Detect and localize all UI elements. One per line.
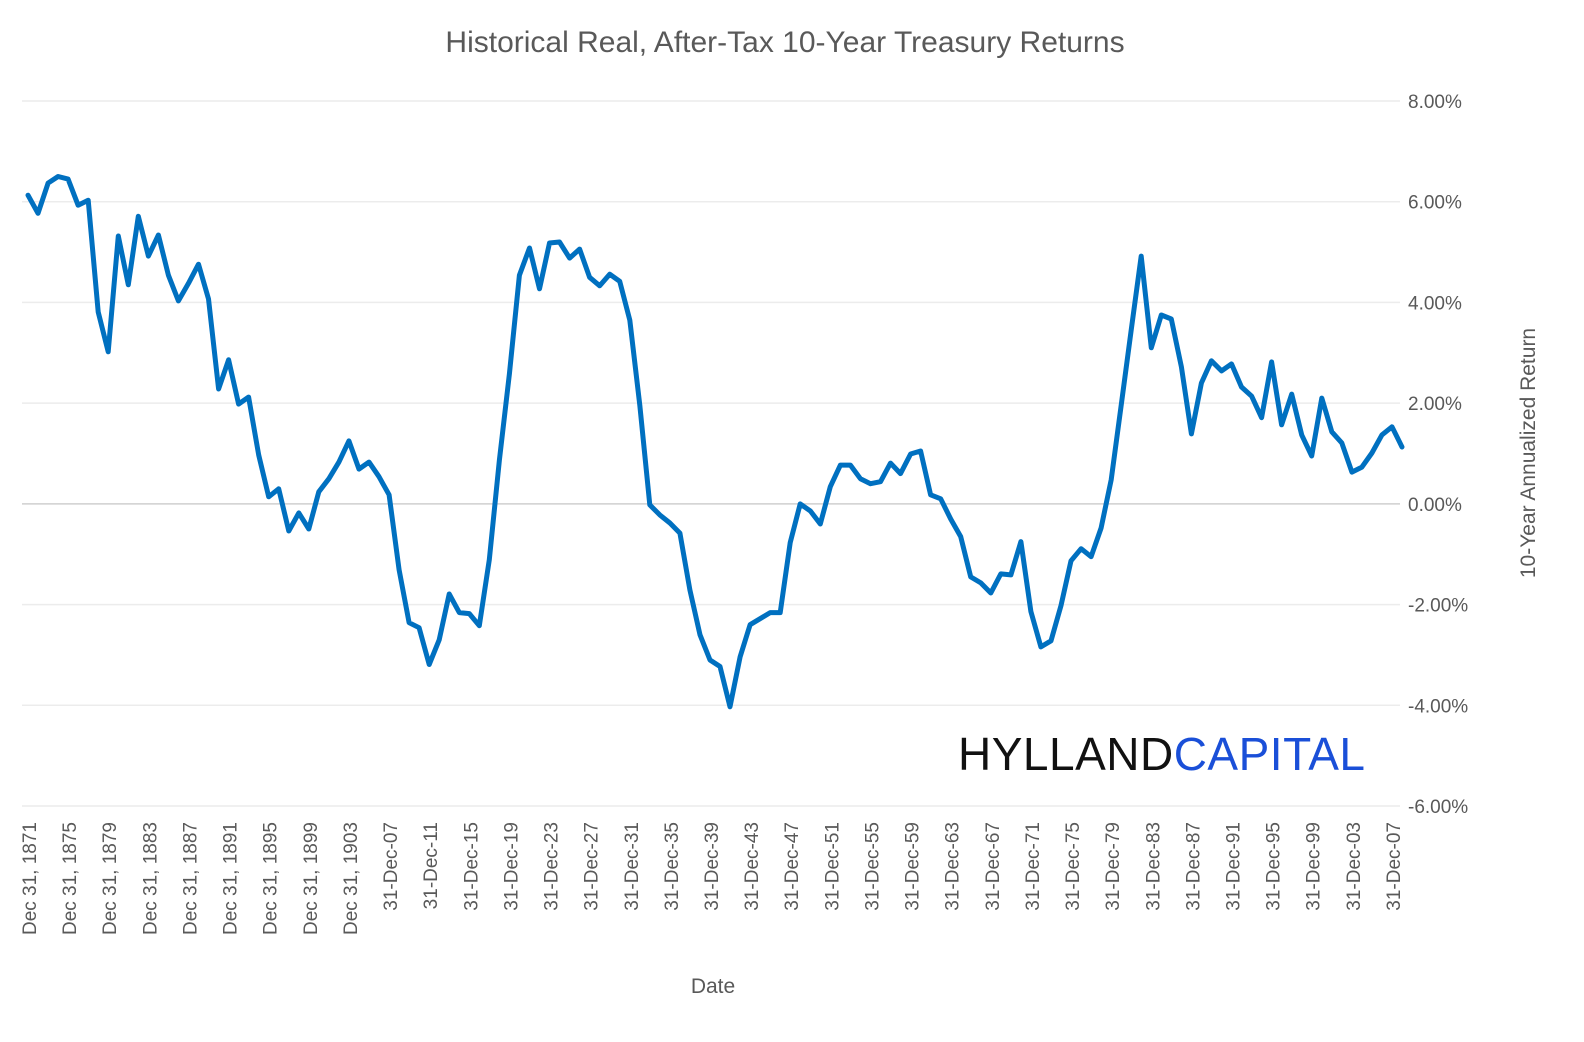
x-tick-label: 31-Dec-63: [943, 822, 964, 911]
x-tick-label: 31-Dec-27: [582, 822, 603, 911]
x-tick-label: Dec 31, 1879: [100, 822, 121, 935]
x-tick-label: 31-Dec-99: [1304, 822, 1325, 911]
x-tick-label: 31-Dec-19: [501, 822, 522, 911]
x-tick-label: 31-Dec-75: [1063, 822, 1084, 911]
x-tick-label: Dec 31, 1883: [140, 822, 161, 935]
y-tick-label: 8.00%: [1408, 92, 1462, 113]
x-tick-label: 31-Dec-23: [542, 822, 563, 911]
y-tick-label: 0.00%: [1408, 495, 1462, 516]
x-tick-label: 31-Dec-87: [1183, 822, 1204, 911]
x-tick-label: 31-Dec-35: [662, 822, 683, 911]
x-tick-label: 31-Dec-03: [1344, 822, 1365, 911]
brand: HYLLAND: [958, 728, 1174, 780]
x-tick-label: 31-Dec-95: [1264, 822, 1285, 911]
y-tick-label: -6.00%: [1408, 797, 1468, 818]
x-tick-label: 31-Dec-91: [1224, 822, 1245, 911]
x-tick-label: 31-Dec-07: [1384, 822, 1405, 911]
x-tick-label: Dec 31, 1887: [180, 822, 201, 935]
x-tick-label: 31-Dec-79: [1103, 822, 1124, 911]
x-tick-label: Dec 31, 1875: [60, 822, 81, 935]
x-tick-label: 31-Dec-39: [702, 822, 723, 911]
x-tick-label: 31-Dec-55: [862, 822, 883, 911]
y-tick-label: -2.00%: [1408, 596, 1468, 617]
x-tick-label: 31-Dec-71: [1023, 822, 1044, 911]
x-tick-label: 31-Dec-15: [461, 822, 482, 911]
x-tick-label: Dec 31, 1899: [301, 822, 322, 935]
x-tick-label: 31-Dec-83: [1143, 822, 1164, 911]
x-tick-label: 31-Dec-11: [421, 822, 442, 909]
x-tick-label: 31-Dec-51: [822, 822, 843, 911]
chart-title: Historical Real, After-Tax 10-Year Treas…: [445, 26, 1124, 59]
x-tick-label: Dec 31, 1903: [341, 822, 362, 935]
y-tick-label: 6.00%: [1408, 193, 1462, 214]
y-tick-label: 4.00%: [1408, 293, 1462, 314]
x-tick-label: 31-Dec-43: [742, 822, 763, 911]
brand-accent: CAPITAL: [1174, 728, 1366, 780]
x-tick-label: 31-Dec-59: [903, 822, 924, 911]
x-axis-title: Date: [691, 975, 735, 998]
watermark: HYLLANDCAPITAL: [958, 728, 1366, 780]
data-line: [25, 174, 1405, 710]
x-tick-label: Dec 31, 1891: [221, 822, 242, 935]
x-tick-label: 31-Dec-31: [622, 822, 643, 911]
x-tick-label: 31-Dec-47: [782, 822, 803, 911]
y-axis-title: 10-Year Annualized Return: [1517, 328, 1540, 578]
x-tick-label: Dec 31, 1871: [20, 822, 41, 935]
x-tick-label: 31-Dec-67: [983, 822, 1004, 911]
x-tick-label: Dec 31, 1895: [261, 822, 282, 935]
y-tick-label: -4.00%: [1408, 696, 1468, 717]
y-tick-label: 2.00%: [1408, 394, 1462, 415]
x-tick-label: 31-Dec-07: [381, 822, 402, 911]
